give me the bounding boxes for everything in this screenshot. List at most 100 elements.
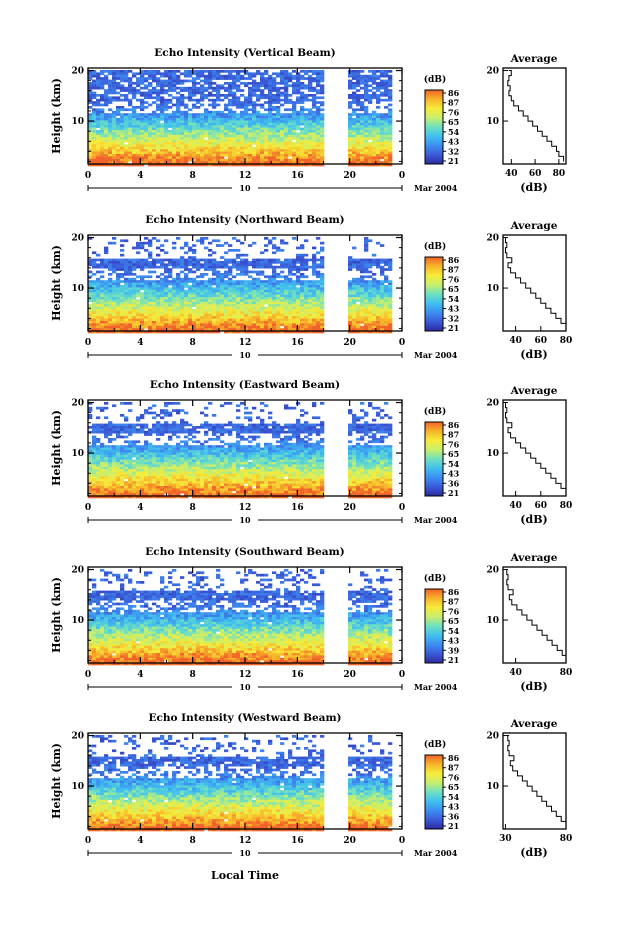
heatmap-cell	[172, 120, 177, 124]
heatmap-cell	[160, 277, 165, 281]
heatmap-cell	[96, 316, 101, 319]
heatmap-cell	[348, 282, 353, 286]
heatmap-cell	[184, 265, 189, 269]
heatmap-cell	[128, 430, 133, 434]
heatmap-cell	[380, 325, 385, 329]
heatmap-cell	[104, 483, 109, 487]
heatmap-cell	[92, 158, 97, 162]
heatmap-cell	[292, 313, 297, 317]
heatmap-cell	[96, 452, 101, 456]
heatmap-cell	[104, 82, 109, 85]
heatmap-cell	[200, 146, 205, 150]
heatmap-cell	[92, 426, 97, 429]
heatmap-cell	[280, 263, 285, 267]
heatmap-cell	[92, 127, 97, 131]
heatmap-cell	[104, 406, 109, 410]
heatmap-cell	[112, 488, 117, 492]
heatmap-cell	[112, 325, 117, 329]
heatmap-cell	[304, 158, 309, 162]
heatmap-cell	[92, 130, 97, 133]
heatmap-cell	[280, 304, 285, 307]
heatmap-cell	[360, 115, 365, 119]
heatmap-cell	[164, 321, 169, 324]
heatmap-cell	[208, 110, 213, 114]
heatmap-cell	[180, 125, 185, 128]
heatmap-cell	[224, 292, 229, 295]
heatmap-cell	[316, 318, 321, 322]
heatmap-cell	[160, 280, 165, 283]
heatmap-cell	[372, 127, 377, 131]
heatmap-cell	[316, 144, 321, 148]
heatmap-cell	[288, 79, 293, 83]
heatmap-cell	[388, 311, 393, 315]
heatmap-cell	[388, 154, 393, 157]
heatmap-cell	[140, 130, 145, 133]
heatmap-cell	[212, 89, 217, 92]
heatmap-cell	[292, 103, 297, 107]
heatmap-cell	[212, 156, 217, 160]
heatmap-cell	[316, 132, 321, 136]
heatmap-cell	[144, 144, 149, 148]
heatmap-cell	[172, 146, 177, 150]
heatmap-cell	[184, 328, 189, 331]
heatmap-cell	[368, 134, 373, 138]
heatmap-cell	[348, 311, 353, 315]
heatmap-cell	[292, 316, 297, 319]
heatmap-cell	[220, 130, 225, 133]
heatmap-cell	[152, 139, 157, 143]
heatmap-cell	[152, 313, 157, 317]
heatmap-cell	[104, 146, 109, 150]
heatmap-cell	[348, 292, 353, 295]
heatmap-cell	[180, 72, 185, 76]
heatmap-cell	[312, 101, 317, 104]
heatmap-cell	[252, 316, 257, 319]
heatmap-cell	[192, 122, 197, 126]
heatmap-cell	[152, 265, 157, 269]
heatmap-cell	[216, 158, 221, 162]
heatmap-cell	[192, 77, 197, 80]
heatmap-cell	[232, 285, 237, 288]
colorbar-tick-label: 54	[448, 294, 460, 304]
heatmap-cell	[204, 301, 209, 305]
heatmap-cell	[228, 101, 233, 104]
heatmap-cell	[300, 306, 305, 310]
heatmap-cell	[284, 146, 289, 150]
heatmap-cell	[92, 306, 97, 310]
heatmap-cell	[244, 137, 249, 140]
heatmap-cell	[152, 270, 157, 274]
heatmap-cell	[140, 149, 145, 152]
heatmap-cell	[348, 94, 353, 97]
heatmap-cell	[128, 77, 133, 80]
heatmap-cell	[96, 258, 101, 262]
heatmap-cell	[388, 89, 393, 92]
heatmap-cell	[256, 110, 261, 114]
heatmap-cell	[200, 161, 205, 164]
heatmap-cell	[224, 149, 229, 152]
heatmap-cell	[212, 261, 217, 264]
heatmap-cell	[128, 277, 133, 281]
heatmap-cell	[280, 98, 285, 102]
heatmap-cell	[364, 132, 369, 136]
heatmap-cell	[240, 125, 245, 128]
heatmap-cell	[376, 301, 381, 305]
heatmap-cell	[140, 294, 145, 298]
heatmap-cell	[228, 270, 233, 274]
heatmap-cell	[200, 325, 205, 329]
heatmap-cell	[264, 122, 269, 126]
heatmap-cell	[228, 89, 233, 92]
heatmap-cell	[312, 70, 317, 73]
heatmap-cell	[172, 289, 177, 293]
heatmap-cell	[248, 96, 253, 100]
heatmap-cell	[156, 137, 161, 140]
heatmap-cell	[176, 297, 181, 300]
heatmap-cell	[92, 120, 97, 124]
heatmap-cell	[152, 122, 157, 126]
heatmap-cell	[380, 118, 385, 121]
heatmap-cell	[100, 481, 105, 484]
heatmap-cell	[360, 330, 365, 334]
heatmap-cell	[368, 137, 373, 140]
heatmap-cell	[292, 74, 297, 78]
heatmap-cell	[216, 263, 221, 267]
heatmap-cell	[320, 292, 325, 295]
heatmap-cell	[280, 285, 285, 288]
